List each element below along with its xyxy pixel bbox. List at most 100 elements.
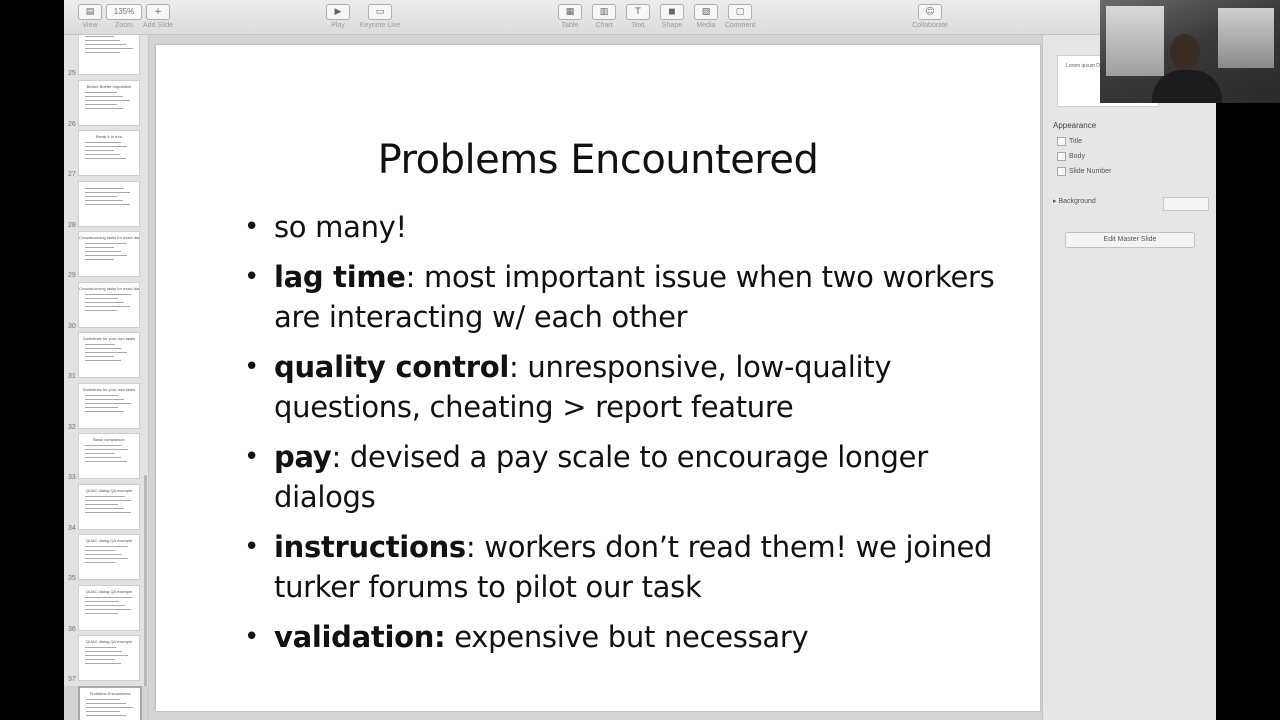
slide-thumbnail-image: QUAC dialog QA example xyxy=(78,534,140,580)
slide-number: 31 xyxy=(68,373,76,380)
slide-thumbnail[interactable]: 33 Basic comparison xyxy=(64,433,148,483)
comment-icon: ▢ xyxy=(728,4,752,20)
thumbnail-text-line xyxy=(85,259,114,260)
thumbnail-text-line xyxy=(85,301,124,303)
thumbnail-text-line xyxy=(85,402,131,404)
slide-thumbnail[interactable]: 34 QUAC dialog QA example xyxy=(64,483,148,534)
slide-thumbnail[interactable]: 29 Crowdsourcing tasks for exact dialogs xyxy=(64,231,148,281)
shape-button[interactable]: ◼ Shape xyxy=(652,4,692,29)
thumbnail-text-line xyxy=(85,247,115,248)
edit-master-slide-button[interactable]: Edit Master Slide xyxy=(1065,232,1195,248)
checkbox-icon xyxy=(1057,152,1066,161)
thumbnail-text-line xyxy=(85,495,125,497)
slide-thumbnail-title: Crowdsourcing tasks for exact dialogs xyxy=(79,285,139,291)
slide-thumbnail[interactable]: 25 xyxy=(64,35,148,79)
slide-thumbnail-lines xyxy=(85,596,133,614)
thumbnail-text-line xyxy=(85,44,127,45)
thumbnail-text-line xyxy=(85,457,121,458)
slide-thumbnail[interactable]: 38Problems Encountered xyxy=(64,685,148,720)
slide-number-checkbox[interactable]: Slide Number xyxy=(1057,167,1111,176)
bullet-keyword: pay xyxy=(274,440,332,474)
slide[interactable]: Problems Encountered so many! lag time: m… xyxy=(156,45,1040,711)
view-menu-button[interactable]: ▤ View xyxy=(70,4,110,29)
thumbnail-text-line xyxy=(85,562,115,563)
thumbnail-text-line xyxy=(85,344,115,345)
thumbnail-text-line xyxy=(85,507,125,509)
slide-number: 26 xyxy=(68,120,76,128)
thumbnail-text-line xyxy=(85,410,124,412)
slide-thumbnail-lines xyxy=(85,394,133,412)
thumbnail-text-line xyxy=(85,95,124,97)
background-disclosure[interactable]: ▸ Background xyxy=(1053,198,1096,205)
background-color-well[interactable] xyxy=(1163,197,1209,211)
thumbnail-text-line xyxy=(85,647,116,648)
slide-thumbnail[interactable]: 27 Break it to turn xyxy=(64,130,148,180)
table-button[interactable]: ▦ Table xyxy=(550,4,590,29)
slide-thumbnail[interactable]: 37 QUAC dialog QA example xyxy=(64,635,148,685)
slide-number: 25 xyxy=(68,70,76,77)
thumbnail-text-line xyxy=(85,608,132,610)
checkbox-icon xyxy=(1057,167,1066,176)
toolbar: ▤ View 135% Zoom + Add Slide ▶ Play ▭ Ke… xyxy=(64,0,1216,35)
text-button[interactable]: T Text xyxy=(618,4,658,29)
slide-number: 29 xyxy=(68,272,76,279)
thumbnail-text-line xyxy=(85,243,128,244)
thumbnail-text-line xyxy=(86,710,120,712)
slide-thumbnail-image: Before Briefer Imputation xyxy=(78,79,140,126)
thumbnail-text-line xyxy=(85,596,132,598)
thumbnail-text-line xyxy=(85,309,118,311)
slide-thumbnail-title: QUAC dialog QA example xyxy=(85,538,133,543)
thumbnail-text-line xyxy=(85,445,122,446)
checkbox-icon xyxy=(1057,137,1066,146)
slide-number: 34 xyxy=(68,524,76,532)
body-checkbox[interactable]: Body xyxy=(1057,152,1085,161)
thumbnail-text-line xyxy=(85,187,124,189)
slide-thumbnail[interactable]: 28 xyxy=(64,180,148,231)
slide-thumbnail-lines xyxy=(85,495,133,513)
slide-thumbnail[interactable]: 30 Crowdsourcing tasks for exact dialogs xyxy=(64,281,148,332)
slide-thumbnail[interactable]: 36 QUAC dialog QA example xyxy=(64,584,148,635)
chart-button[interactable]: ▥ Chart xyxy=(584,4,624,29)
media-button[interactable]: ▨ Media xyxy=(686,4,726,29)
slide-thumbnail[interactable]: 32 Guidelines for your own tasks xyxy=(64,382,148,433)
slide-title[interactable]: Problems Encountered xyxy=(377,137,819,183)
keynote-live-icon: ▭ xyxy=(368,4,392,20)
thumbnail-text-line xyxy=(85,651,122,652)
zoom-menu[interactable]: 135% Zoom xyxy=(104,4,144,29)
slide-thumbnail-lines xyxy=(85,36,133,53)
thumbnail-text-line xyxy=(85,251,121,252)
title-checkbox[interactable]: Title xyxy=(1057,137,1082,146)
slide-number: 35 xyxy=(68,575,76,582)
media-icon: ▨ xyxy=(694,4,718,20)
slide-thumbnail[interactable]: 31 Guidelines for your own tasks xyxy=(64,332,148,382)
comment-button[interactable]: ▢ Comment xyxy=(720,4,760,29)
slide-thumbnail-image xyxy=(78,180,140,227)
slide-thumbnail[interactable]: 35 QUAC dialog QA example xyxy=(64,534,148,584)
slide-thumbnail-title: Basic comparison xyxy=(93,437,125,442)
collaborate-button[interactable]: ☺ Collaborate xyxy=(910,4,950,29)
navigator-scrollbar[interactable] xyxy=(144,475,147,715)
add-slide-button[interactable]: + Add Slide xyxy=(138,4,178,29)
keynote-live-button[interactable]: ▭ Keynote Live xyxy=(360,4,400,29)
add-slide-icon: + xyxy=(146,4,170,20)
slide-body[interactable]: so many! lag time: most important issue w… xyxy=(240,207,1000,667)
slide-thumbnail[interactable]: 26 Before Briefer Imputation xyxy=(64,79,148,130)
slide-thumbnail-image: Guidelines for your own tasks xyxy=(78,382,140,429)
slide-number: 32 xyxy=(68,423,76,431)
chart-icon: ▥ xyxy=(592,4,616,20)
play-button[interactable]: ▶ Play xyxy=(318,4,358,29)
slide-navigator[interactable]: 25 26 Before Briefer Imputation 27 Break it … xyxy=(64,35,149,720)
thumbnail-text-line xyxy=(85,203,130,205)
thumbnail-text-line xyxy=(85,107,123,109)
slide-thumbnail-lines xyxy=(85,243,133,260)
thumbnail-text-line xyxy=(85,305,131,307)
thumbnail-text-line xyxy=(85,360,121,361)
slide-canvas: Problems Encountered so many! lag time: m… xyxy=(149,35,1042,720)
thumbnail-text-line xyxy=(85,655,129,656)
thumbnail-text-line xyxy=(86,706,133,708)
slide-thumbnail-image: Basic comparison xyxy=(78,433,140,479)
slide-thumbnail-lines xyxy=(85,546,133,563)
slide-bullet: instructions: workers don’t read them! w… xyxy=(240,527,1000,607)
thumbnail-text-line xyxy=(85,604,125,606)
thumbnail-text-line xyxy=(85,293,131,295)
